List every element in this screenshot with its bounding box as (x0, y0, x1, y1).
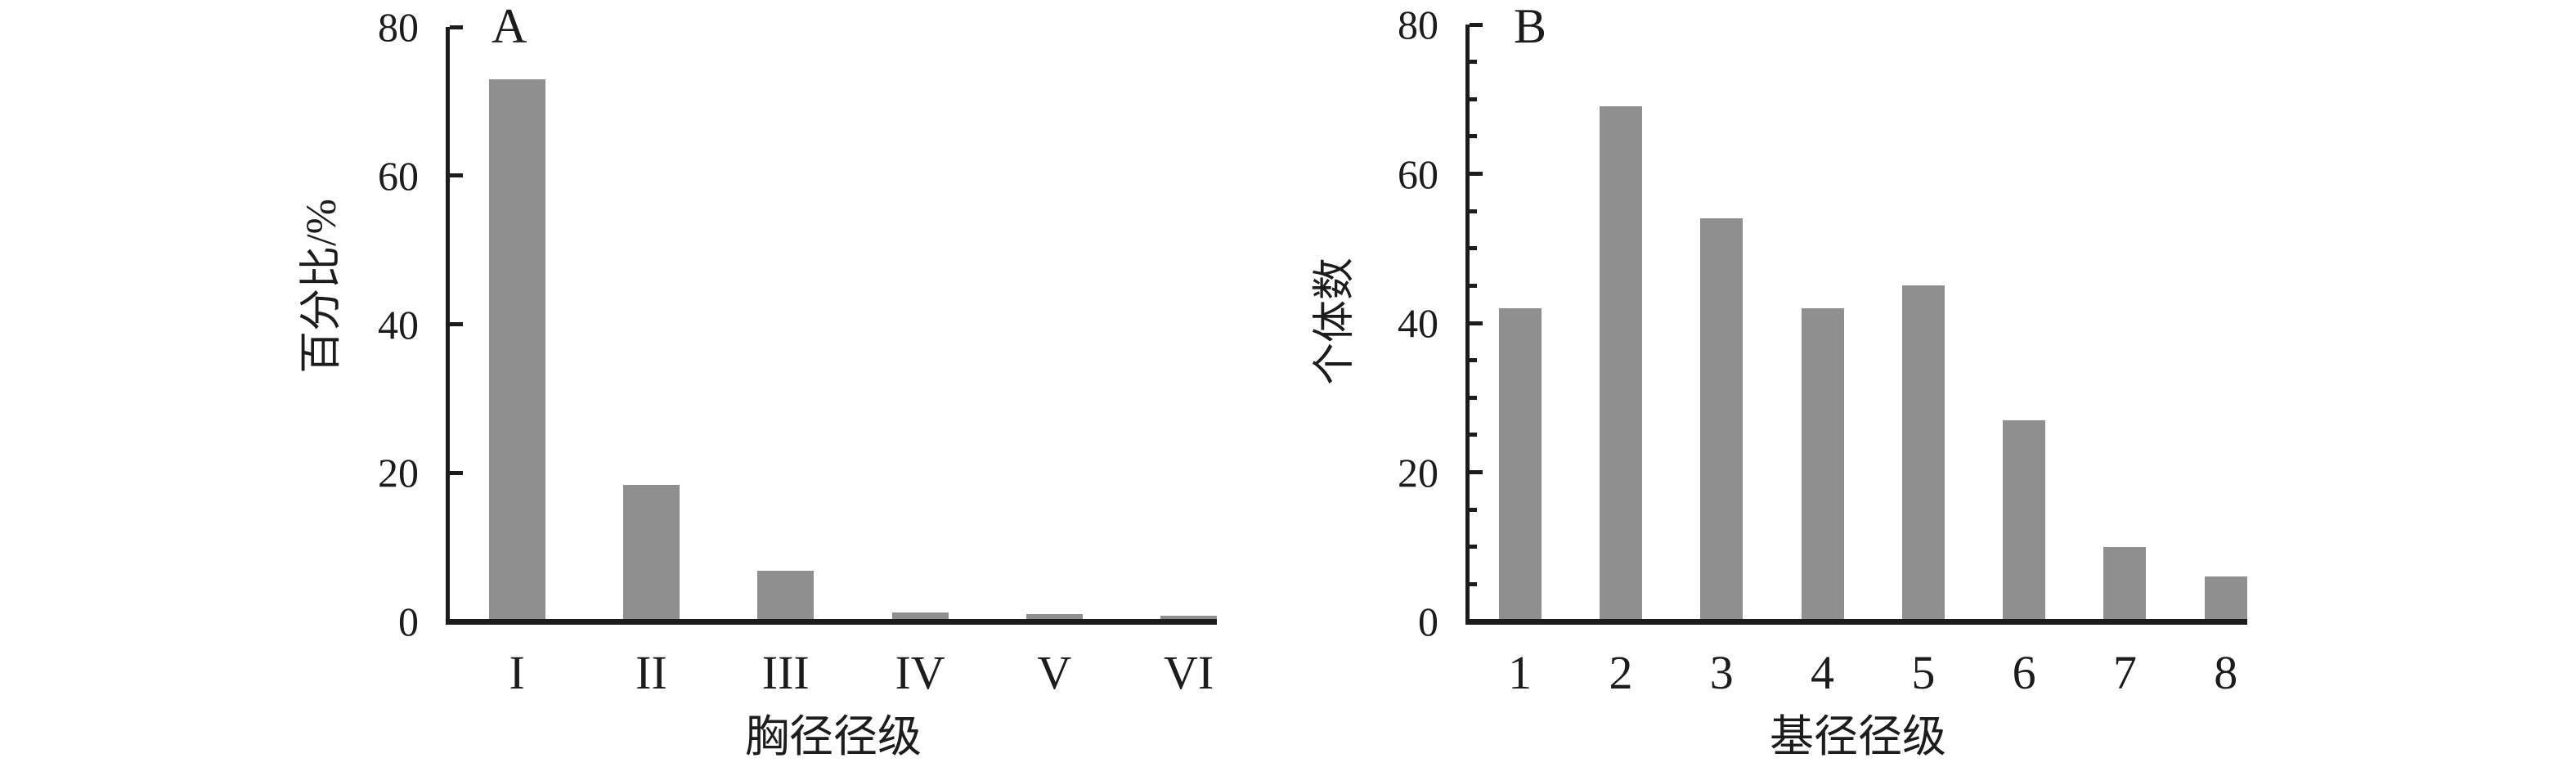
y-tick-major (450, 322, 463, 326)
bar (757, 571, 815, 623)
y-tick-label: 0 (398, 599, 419, 644)
y-tick-minor (1470, 358, 1477, 363)
y-tick-label: 60 (1398, 150, 1438, 197)
y-tick-minor (1470, 433, 1477, 437)
x-category-label: 1 (1508, 646, 1533, 699)
y-tick-minor (1470, 395, 1477, 400)
bar (1700, 218, 1744, 623)
x-category-label: 2 (1609, 646, 1633, 699)
x-axis-line (1465, 619, 2247, 625)
x-axis-title-text: 胸径径级 (745, 712, 922, 761)
panel-label-a: A (491, 0, 527, 53)
y-tick-minor (1470, 545, 1477, 549)
x-axis-title-text: 基径径级 (1770, 712, 1946, 761)
y-tick-label: 80 (378, 4, 419, 50)
x-axis-line (446, 619, 1217, 625)
y-tick-major (450, 470, 463, 475)
x-category-label: 3 (1709, 646, 1734, 699)
bar (2003, 419, 2046, 623)
x-category-label: 8 (2214, 646, 2238, 699)
y-tick-major (450, 173, 463, 178)
y-tick-major (1470, 22, 1483, 27)
x-category-label: III (761, 646, 810, 699)
y-axis-line (1465, 25, 1470, 625)
y-tick-minor (1470, 209, 1477, 213)
bar (622, 484, 680, 623)
x-category-label: VI (1164, 646, 1214, 699)
y-tick-label: 0 (1418, 599, 1438, 644)
bar (1498, 307, 1542, 623)
panel-label-b: B (1514, 0, 1547, 53)
bar (1801, 307, 1844, 623)
bar (2204, 576, 2247, 623)
x-category-label: IV (895, 646, 945, 699)
y-tick-major (450, 25, 463, 29)
y-tick-label: 20 (378, 450, 419, 496)
y-tick-minor (1470, 96, 1477, 101)
bar (1025, 613, 1083, 623)
bar (2103, 546, 2147, 623)
y-tick-minor (1470, 283, 1477, 288)
y-axis-line (446, 27, 450, 625)
y-tick-minor (1470, 246, 1477, 251)
x-category-label: II (635, 646, 667, 699)
y-tick-label: 80 (1398, 2, 1438, 47)
y-tick-label: 40 (378, 301, 419, 348)
y-tick-minor (1470, 507, 1477, 512)
x-category-label: 4 (1811, 646, 1835, 699)
y-tick-minor (1470, 134, 1477, 139)
y-tick-label: 40 (1398, 300, 1438, 346)
y-tick-major (1470, 470, 1483, 474)
x-category-label: 7 (2112, 646, 2137, 699)
x-category-label: 6 (2012, 646, 2036, 699)
x-category-label: I (509, 646, 525, 699)
y-tick-label: 60 (378, 152, 419, 199)
y-tick-major (1470, 172, 1483, 176)
bar (488, 78, 545, 623)
x-category-label: V (1037, 646, 1072, 699)
bar (1599, 106, 1642, 623)
y-tick-label: 20 (1398, 449, 1438, 496)
bar (1901, 285, 1945, 623)
y-tick-minor (1470, 581, 1477, 586)
y-tick-major (1470, 321, 1483, 325)
y-tick-minor (1470, 60, 1477, 65)
x-category-label: 5 (1911, 646, 1936, 699)
